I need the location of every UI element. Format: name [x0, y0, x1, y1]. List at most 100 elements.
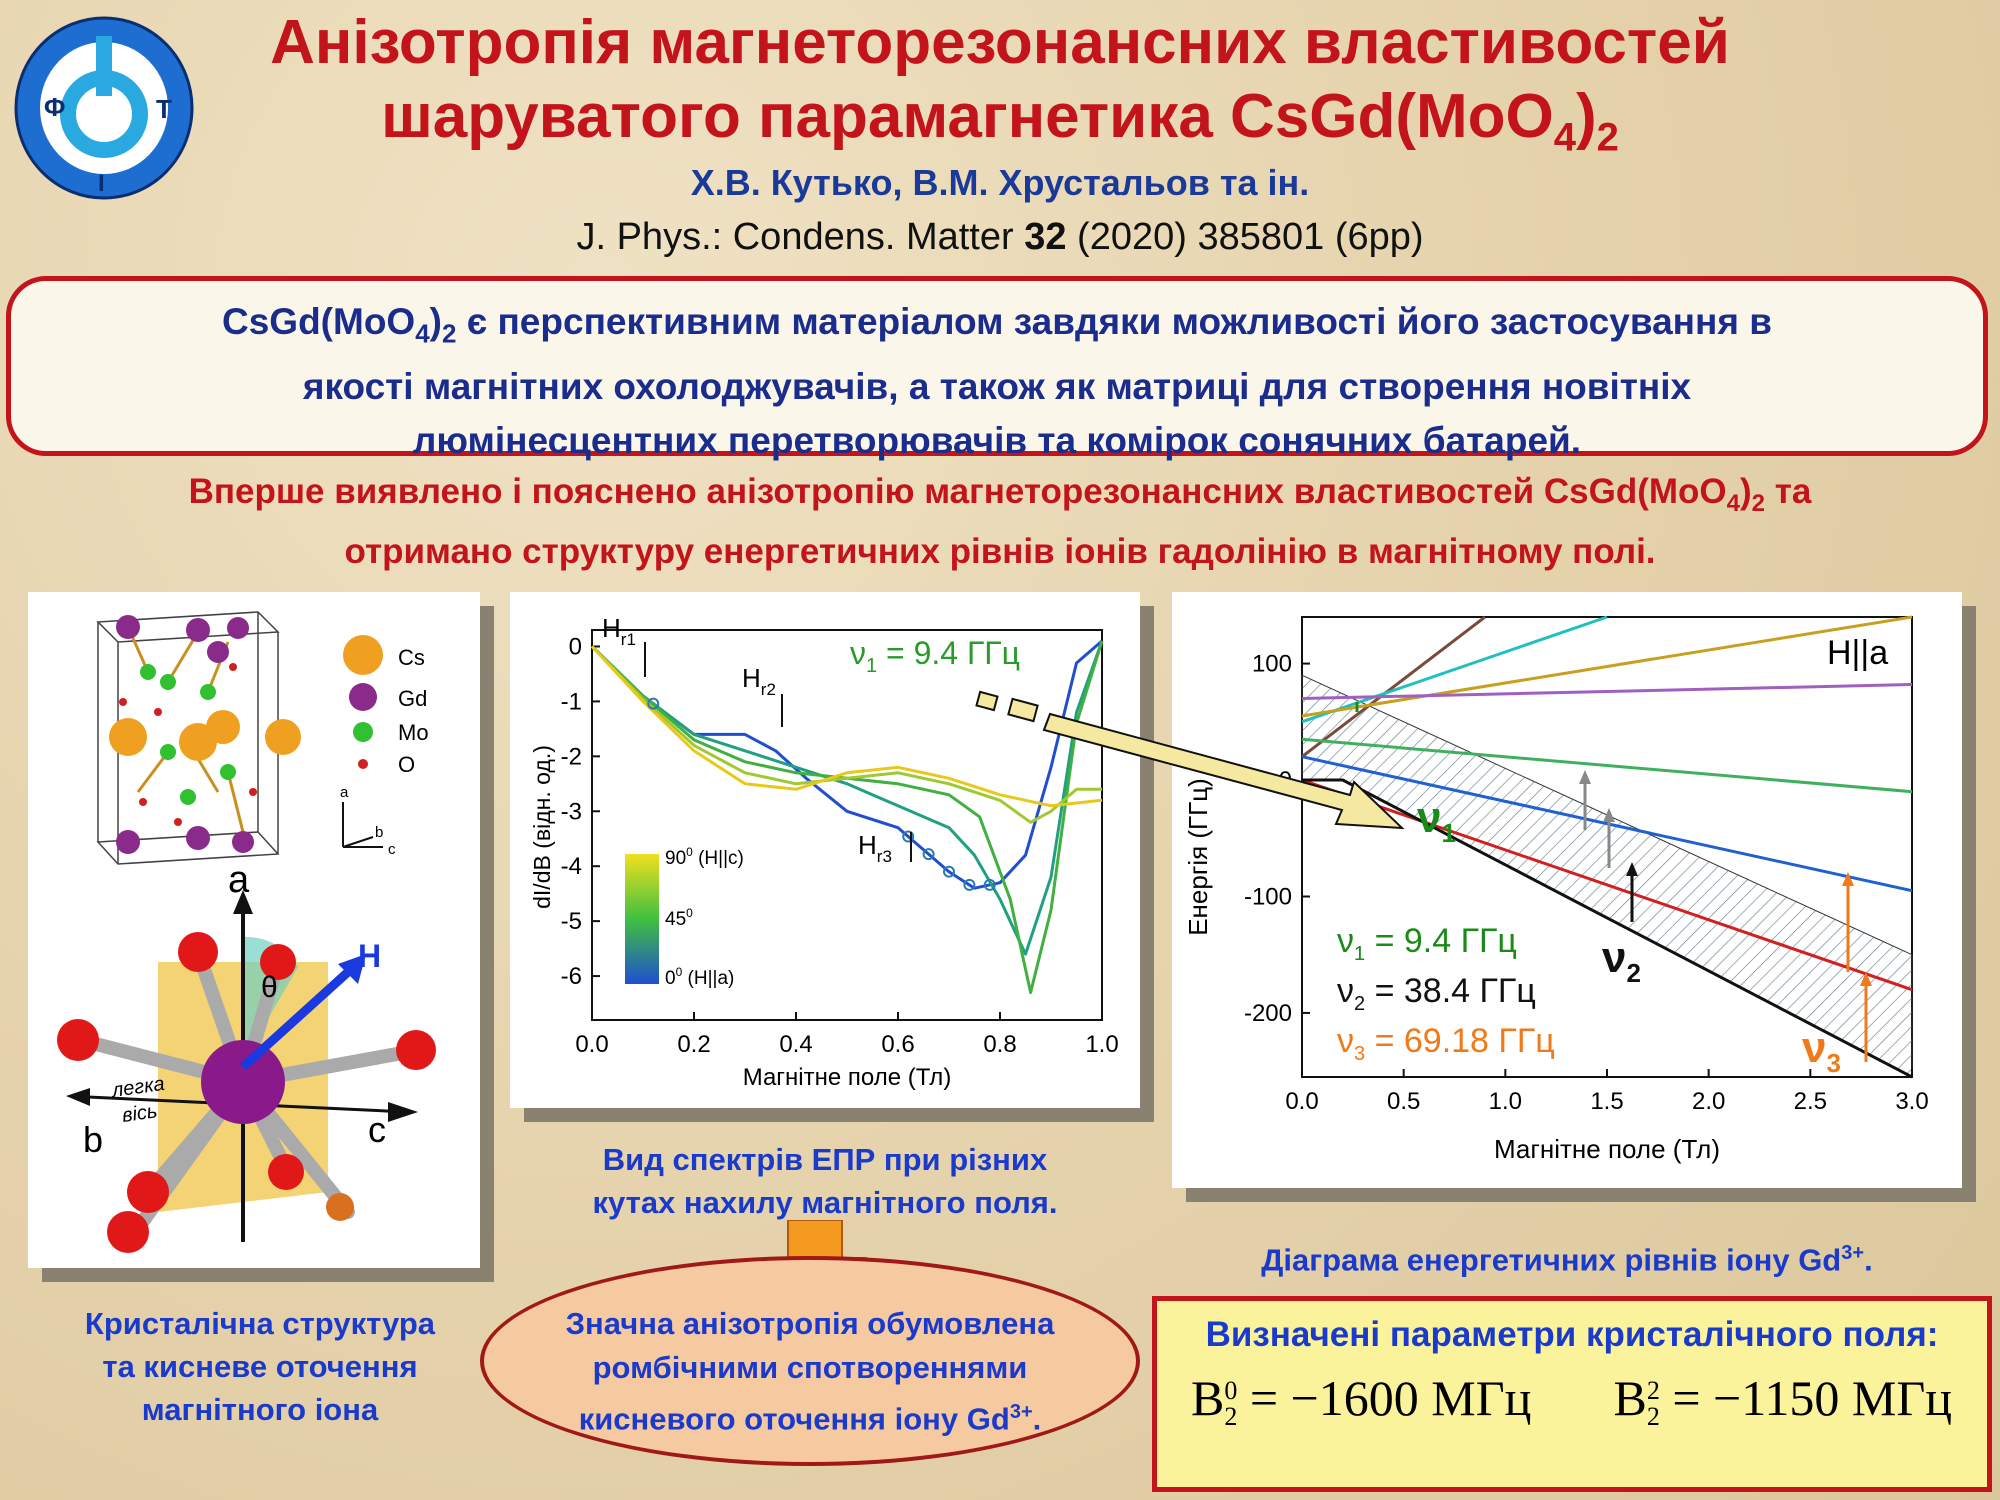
- caption-crystal: Кристалічна структура та кисневе оточенн…: [20, 1302, 500, 1431]
- caption-energy: Діаграма енергетичних рівнів іону Gd3+.: [1172, 1232, 1962, 1281]
- x-tick-label: 1.0: [1489, 1088, 1522, 1115]
- atoms: [109, 615, 301, 854]
- small-axis-b: b: [375, 824, 383, 841]
- y-tick-label: -1: [561, 688, 582, 715]
- epr-ylabel: dI/dB (відн. од.): [529, 745, 555, 909]
- ellipse-line2: ромбічними спотвореннями: [592, 1350, 1028, 1385]
- y-tick-label: -3: [561, 798, 582, 825]
- legend-cs-dot: [343, 635, 383, 675]
- resonance-marker-1: [902, 830, 915, 843]
- authors: Х.В. Кутько, В.М. Хрустальов та ін.: [690, 162, 1310, 203]
- series-line-4: [590, 645, 1103, 808]
- x-tick-label: 0.2: [677, 1031, 710, 1058]
- series-line-5: [1301, 755, 1913, 893]
- journal-name: J. Phys.: Condens. Matter: [576, 216, 1025, 258]
- finding-line1-end: та: [1765, 472, 1812, 511]
- x-tick-label: 1.5: [1590, 1088, 1623, 1115]
- ellipse-text: Значна анізотропія обумовлена ромбічними…: [500, 1302, 1120, 1441]
- y-tick-label: -200: [1244, 1000, 1292, 1027]
- legend-o-dot: [358, 759, 368, 769]
- series-line-7: [1302, 778, 1913, 1079]
- hr1-label: Hr1: [602, 613, 636, 649]
- series-line-1: [590, 640, 1104, 956]
- intro-formula: CsGd(MoO: [222, 301, 416, 342]
- intro-close: ): [429, 301, 442, 342]
- small-axis-c: c: [388, 841, 396, 858]
- caption-epr: Вид спектрів ЕПР при різних кутах нахилу…: [520, 1138, 1130, 1224]
- energy-legend-nu1: ν1 = 9.4 ГГц: [1337, 922, 1517, 965]
- x-tick-label: 0.0: [1285, 1088, 1318, 1115]
- title-close: ): [1576, 82, 1597, 151]
- epr-panel: 0 -1 -2 -3 -4 -5 -6 0.0 0.2 0.4 0.6 0.8 1.0 dI/dB (в…: [510, 592, 1140, 1108]
- legend-mo: Mo: [398, 720, 429, 745]
- anisotropy-ellipse: [480, 1256, 1140, 1466]
- epr-plot-frame: [591, 629, 1103, 1021]
- series-line-2: [590, 640, 1104, 994]
- title-sub2: 2: [1596, 115, 1619, 160]
- series-line-2: [1301, 615, 1913, 718]
- energy-xlabel: Магнітне поле (Тл): [1494, 1134, 1720, 1164]
- y-tick-label: -5: [561, 908, 582, 935]
- crystal-panel: Cs Gd Mo O a b c: [28, 592, 480, 1268]
- resonance-marker-0: [647, 697, 660, 710]
- crystal-structure-figure: Cs Gd Mo O a b c: [57, 611, 436, 1253]
- axis-a-arrow-icon: [233, 890, 253, 914]
- colorbar-bottom: 00 (H||a): [665, 965, 734, 989]
- series-line-1: [1301, 615, 1608, 724]
- epr-frequency-label: ν1 = 9.4 ГГц: [850, 635, 1020, 677]
- intro-line1: є перспективним матеріалом завдяки можли…: [456, 301, 1772, 342]
- energy-legend-nu2: ν2 = 38.4 ГГц: [1337, 972, 1536, 1015]
- intro-sub: 4: [415, 318, 430, 349]
- y-tick-label: 100: [1252, 651, 1292, 678]
- ellipse-sup: 3+: [1009, 1401, 1033, 1423]
- theta-label: θ: [261, 971, 278, 1004]
- x-tick-label: 3.0: [1895, 1088, 1928, 1115]
- epr-xlabel: Магнітне поле (Тл): [743, 1064, 952, 1091]
- page-title: Анізотропія магнеторезонансних властивос…: [0, 6, 2000, 174]
- x-tick-label: 0.8: [983, 1031, 1016, 1058]
- oxygen-ions: [57, 932, 436, 1253]
- colorbar-mid: 450: [665, 906, 693, 930]
- field-vector: [239, 968, 352, 1071]
- caption-crystal-3: магнітного іона: [141, 1392, 379, 1427]
- series-line-0: [590, 639, 1103, 890]
- small-axis-a: a: [340, 784, 349, 801]
- series-line-6: [1301, 778, 1913, 992]
- finding-line1: Вперше виявлено і пояснено анізотропію м…: [188, 472, 1727, 511]
- title-line1: Анізотропія магнеторезонансних властивос…: [270, 8, 1730, 77]
- legend-mo-dot: [353, 722, 373, 742]
- journal-reference: J. Phys.: Condens. Matter 32 (2020) 3858…: [0, 216, 2000, 259]
- legend-o: O: [398, 752, 415, 777]
- crystal-field-parameters: Визначені параметри кристалічного поля: …: [1152, 1296, 1992, 1492]
- resonance-marker-5: [983, 878, 996, 891]
- easy-axis-label-1: легка: [110, 1073, 166, 1102]
- hr2-label: Hr2: [742, 663, 776, 699]
- ellipse-end: .: [1032, 1401, 1042, 1437]
- axis-b-arrow-icon: [66, 1088, 90, 1106]
- svg-text:Φ: Φ: [44, 92, 65, 122]
- finding-sub2: 2: [1751, 490, 1766, 517]
- caption-energy-sup: 3+: [1841, 1242, 1865, 1264]
- resonance-marker-2: [922, 848, 935, 861]
- nu1-marker: ν1: [1417, 793, 1456, 848]
- x-tick-label: 0.6: [881, 1031, 914, 1058]
- y-tick-label: -4: [561, 853, 582, 880]
- y-tick-label: -2: [561, 743, 582, 770]
- y-tick-label: -6: [561, 963, 582, 990]
- nu2-marker: ν2: [1602, 933, 1641, 988]
- hr3-label: Hr3: [858, 830, 892, 866]
- resonance-marker-3: [943, 865, 955, 878]
- caption-epr-1: Вид спектрів ЕПР при різних: [602, 1142, 1048, 1177]
- series-line-3: [590, 645, 1102, 824]
- easy-axis-label-2: вісь: [121, 1100, 159, 1127]
- caption-crystal-1: Кристалічна структура: [84, 1306, 436, 1341]
- legend-gd: Gd: [398, 686, 427, 711]
- ellipse-line3: кисневого оточення іону Gd: [578, 1401, 1010, 1437]
- title-line2: шаруватого парамагнетика CsGd(MoO: [381, 82, 1554, 151]
- big-axis-b: b: [83, 1119, 103, 1160]
- link-arrow-icon: [975, 690, 1405, 830]
